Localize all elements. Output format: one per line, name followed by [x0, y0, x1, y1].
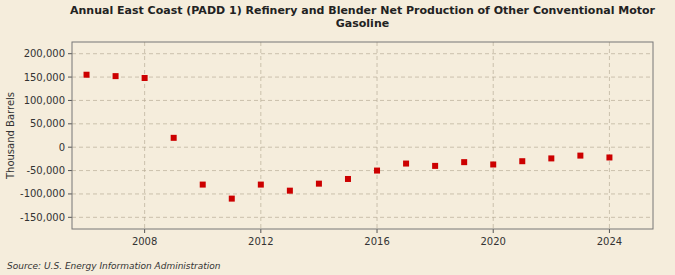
- grid-line-y: [72, 147, 653, 148]
- tick-label-y: 0: [59, 142, 65, 153]
- tick-x: [609, 229, 610, 233]
- point: [287, 188, 293, 194]
- point: [316, 181, 322, 187]
- point: [113, 73, 119, 79]
- point: [490, 161, 496, 167]
- point: [519, 158, 525, 164]
- page: {"chart_data": {"type": "scatter", "titl…: [0, 0, 675, 275]
- point: [606, 154, 612, 160]
- tick-y: [68, 77, 72, 78]
- title-line: Annual East Coast (PADD 1) Refinery and …: [70, 4, 656, 17]
- point: [258, 182, 264, 188]
- tick-label-x: 2012: [248, 236, 273, 247]
- tick-x: [377, 229, 378, 233]
- point: [461, 159, 467, 165]
- grid-line-y: [72, 77, 653, 78]
- grid-line-x: [609, 42, 610, 229]
- tick-y: [68, 123, 72, 124]
- tick-y: [68, 193, 72, 194]
- points: [84, 72, 613, 202]
- grid-line-y: [72, 170, 653, 171]
- tick-label-y: 100,000: [24, 95, 65, 106]
- title-line: Gasoline: [336, 17, 389, 30]
- tick-y: [68, 53, 72, 54]
- grid-line-x: [377, 42, 378, 229]
- grid-line-x: [493, 42, 494, 229]
- tick-label-y: 50,000: [30, 118, 65, 129]
- grid: [72, 42, 653, 229]
- grid-line-y: [72, 193, 653, 194]
- tick-y: [68, 100, 72, 101]
- plot-frame: [72, 42, 653, 229]
- y-axis-label: Thousand Barrels: [5, 92, 16, 180]
- tick-label-x: 2020: [480, 236, 505, 247]
- tick-y: [68, 147, 72, 148]
- background: [0, 0, 675, 275]
- tick-label-y: -150,000: [20, 212, 65, 223]
- tick-x: [260, 229, 261, 233]
- tick-x: [493, 229, 494, 233]
- tick-label-x: 2008: [132, 236, 157, 247]
- grid-line-y: [72, 123, 653, 124]
- grid-line-x: [260, 42, 261, 229]
- point: [84, 72, 90, 78]
- grid-line-y: [72, 100, 653, 101]
- tick-label-y: -50,000: [26, 165, 65, 176]
- axes: -150,000 -100,000 -50,000 0 50,000 100,000 150…: [20, 42, 653, 247]
- tick-label-y: 150,000: [24, 72, 65, 83]
- point: [345, 176, 351, 182]
- source: Source: U.S. Energy Information Administ…: [7, 261, 221, 271]
- point: [432, 163, 438, 169]
- grid-line-y: [72, 53, 653, 54]
- point: [200, 182, 206, 188]
- tick-y: [68, 217, 72, 218]
- chart: -150,000 -100,000 -50,000 0 50,000 100,000 150…: [0, 0, 675, 275]
- tick-label-y: 200,000: [24, 48, 65, 59]
- tick-label-x: 2024: [597, 236, 622, 247]
- title: Annual East Coast (PADD 1) Refinery and …: [70, 4, 656, 30]
- point: [171, 135, 177, 141]
- tick-x: [144, 229, 145, 233]
- point: [142, 75, 148, 81]
- point: [548, 155, 554, 161]
- point: [403, 161, 409, 167]
- point: [374, 168, 380, 174]
- point: [229, 196, 235, 202]
- tick-label-y: -100,000: [20, 188, 65, 199]
- grid-line-x: [144, 42, 145, 229]
- tick-y: [68, 170, 72, 171]
- grid-line-y: [72, 217, 653, 218]
- tick-label-x: 2016: [364, 236, 389, 247]
- point: [577, 153, 583, 159]
